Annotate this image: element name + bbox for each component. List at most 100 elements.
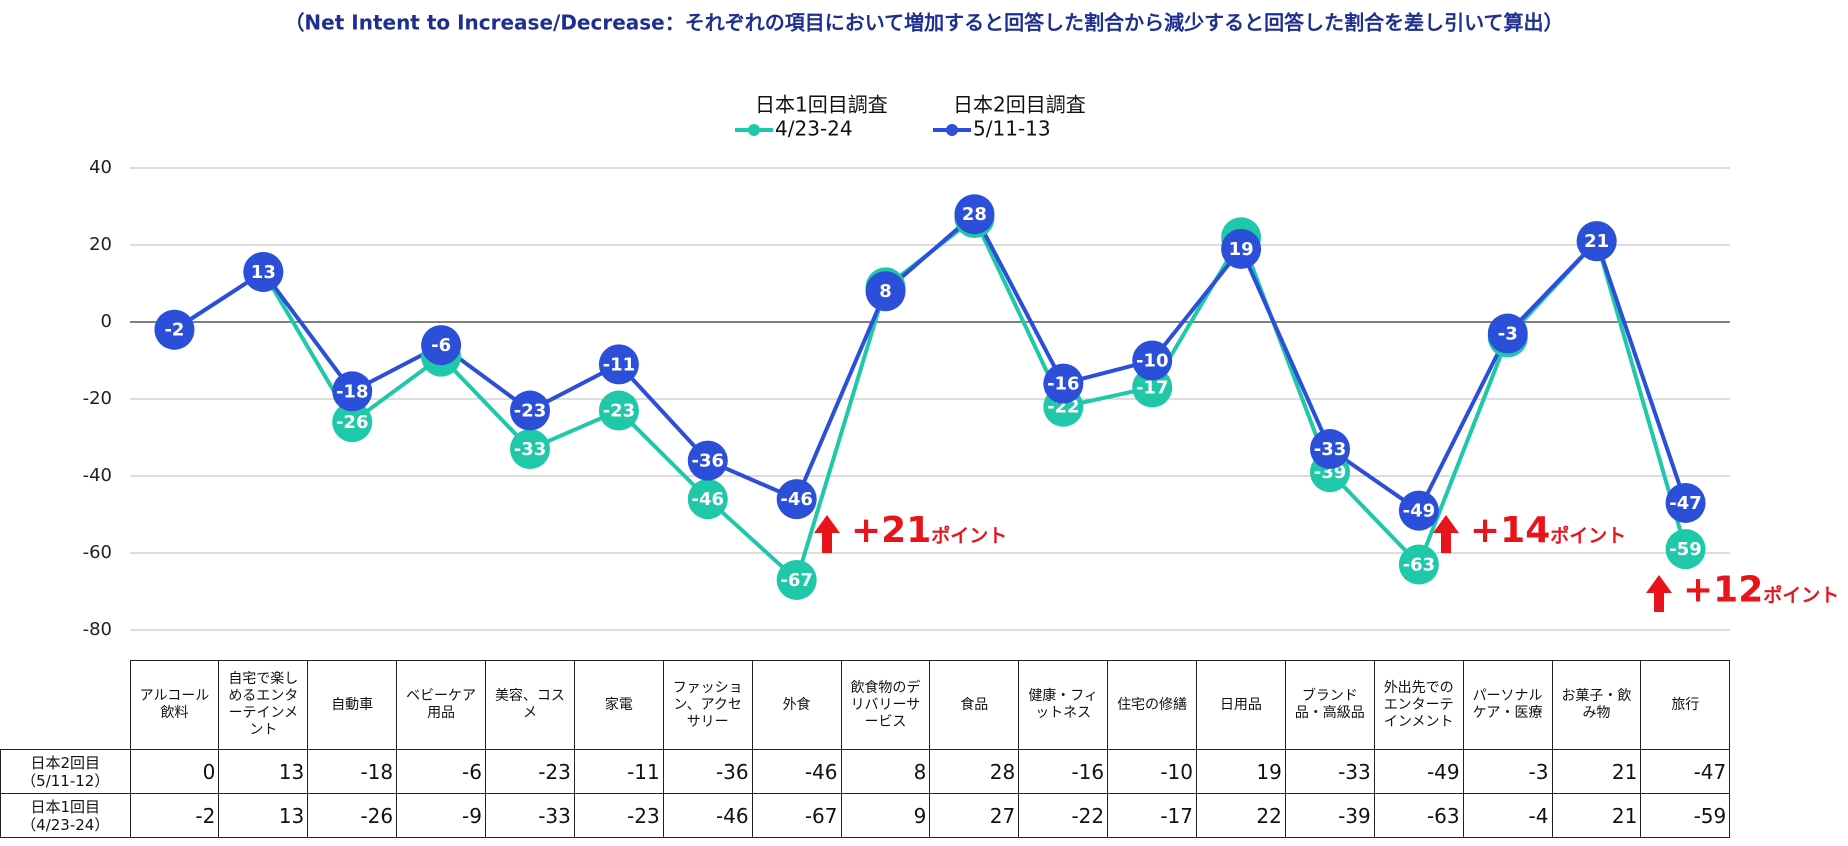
- data-label: -10: [1136, 351, 1169, 372]
- category-label: 外出先でのエンターテインメント: [1373, 660, 1464, 750]
- table-cell: -26: [307, 793, 398, 838]
- table-cell: -22: [1018, 793, 1109, 838]
- table-cell: -17: [1107, 793, 1197, 838]
- data-point: [1221, 228, 1262, 269]
- table-row: 日本1回目 （4/23-24） -2 13 -26 -9 -33 -23 -46 -67 9 27 -2…: [0, 793, 1731, 838]
- table-cell: -16: [1018, 749, 1109, 794]
- row-label-line: （5/11-12）: [21, 771, 110, 790]
- row-label-line: 日本1回目: [30, 797, 101, 816]
- row-label-line: 日本2回目: [30, 753, 101, 772]
- data-label: -18: [336, 381, 369, 402]
- data-label: -11: [603, 354, 636, 375]
- y-tick-label: 0: [101, 311, 112, 332]
- data-point: [776, 559, 817, 600]
- table-cell: -11: [573, 749, 664, 794]
- y-tick-label: -80: [83, 619, 112, 640]
- table-cell: -9: [396, 793, 486, 838]
- data-point: [1043, 363, 1084, 404]
- data-label: 13: [251, 262, 276, 283]
- annotation-value: +21: [851, 510, 931, 551]
- annotation: +12ポイント: [1683, 570, 1839, 611]
- table-cell: -33: [485, 793, 575, 838]
- table-corner: [1, 661, 131, 750]
- data-label: 19: [1229, 239, 1254, 260]
- y-tick-label: -20: [83, 388, 112, 409]
- table-cell: -63: [1373, 793, 1464, 838]
- table-cell: -18: [307, 749, 398, 794]
- annotation-unit: ポイント: [931, 524, 1007, 547]
- table-cell: -23: [485, 749, 575, 794]
- annotation-value: +12: [1683, 570, 1763, 611]
- table-cell: -67: [751, 793, 842, 838]
- data-point: [332, 402, 373, 443]
- table-cell: -49: [1373, 749, 1464, 794]
- legend-label: 4/23-24: [775, 117, 853, 141]
- y-tick-label: 20: [89, 234, 112, 255]
- data-point: [154, 309, 195, 350]
- data-point: [865, 271, 906, 312]
- category-label: 健康・フィットネス: [1018, 660, 1109, 750]
- category-label: 日用品: [1196, 660, 1286, 750]
- table-cell: -59: [1640, 793, 1731, 838]
- data-label: -67: [780, 570, 813, 591]
- data-point: [1132, 340, 1173, 381]
- table-header-row: アルコール飲料 自宅で楽しめるエンターテインメント 自動車 ベビーケア用品 美容、コスメ…: [1, 660, 1731, 750]
- data-label: -47: [1669, 493, 1702, 514]
- data-point: [243, 251, 284, 292]
- row-label: 日本1回目 （4/23-24）: [0, 793, 131, 838]
- data-label: -16: [1047, 374, 1080, 395]
- annotation-arrow: [1646, 575, 1672, 612]
- row-label-line: （4/23-24）: [21, 815, 110, 834]
- category-label: 飲食物のデリバリーサービス: [840, 660, 931, 750]
- table-cell: 9: [840, 793, 931, 838]
- data-label: -59: [1669, 539, 1702, 560]
- category-label: ブランド品・高級品: [1284, 660, 1375, 750]
- legend-marker: [946, 124, 958, 136]
- table-cell: -36: [662, 749, 753, 794]
- table-cell: 13: [218, 793, 309, 838]
- data-point: [776, 479, 817, 520]
- annotation: +14ポイント: [1470, 510, 1626, 551]
- category-label: お菓子・飲み物: [1551, 660, 1642, 750]
- data-label: -22: [1047, 397, 1080, 418]
- table-cell: -23: [573, 793, 664, 838]
- y-tick-label: -40: [83, 465, 112, 486]
- table-cell: 21: [1551, 749, 1642, 794]
- table-cell: 19: [1196, 749, 1286, 794]
- data-point: [421, 325, 462, 366]
- table-cell: 0: [129, 749, 220, 794]
- data-label: 21: [1584, 231, 1609, 252]
- row-label: 日本2回目 （5/11-12）: [0, 749, 131, 794]
- data-point: [1576, 221, 1617, 262]
- annotation-unit: ポイント: [1550, 524, 1626, 547]
- annotation-value: +14: [1470, 510, 1550, 551]
- legend-label: 日本2回目調査: [953, 93, 1086, 117]
- category-label: 旅行: [1640, 660, 1731, 750]
- data-point: [510, 429, 550, 470]
- table-cell: 27: [929, 793, 1020, 838]
- data-table: アルコール飲料 自宅で楽しめるエンターテインメント 自動車 ベビーケア用品 美容、コスメ…: [0, 660, 1731, 838]
- data-point: [954, 194, 995, 235]
- data-label: -23: [603, 401, 636, 422]
- data-label: -6: [431, 335, 451, 356]
- table-cell: -46: [751, 749, 842, 794]
- annotation-arrow: [1433, 515, 1459, 553]
- table-cell: -47: [1640, 749, 1731, 794]
- data-label: -46: [780, 489, 813, 510]
- data-label: 28: [962, 204, 987, 225]
- data-point: [510, 390, 550, 431]
- table-cell: -10: [1107, 749, 1197, 794]
- legend-label: 日本1回目調査: [755, 93, 888, 117]
- category-label: アルコール飲料: [129, 660, 220, 750]
- data-point: [1310, 429, 1350, 470]
- category-label: 食品: [929, 660, 1020, 750]
- category-label: 自動車: [307, 660, 398, 750]
- table-row: 日本2回目 （5/11-12） 0 13 -18 -6 -23 -11 -36 -46 8 28 -16…: [0, 749, 1731, 794]
- table-cell: 21: [1551, 793, 1642, 838]
- category-label: ベビーケア用品: [396, 660, 486, 750]
- data-point: [1665, 482, 1706, 523]
- category-label: パーソナルケア・医療: [1462, 660, 1553, 750]
